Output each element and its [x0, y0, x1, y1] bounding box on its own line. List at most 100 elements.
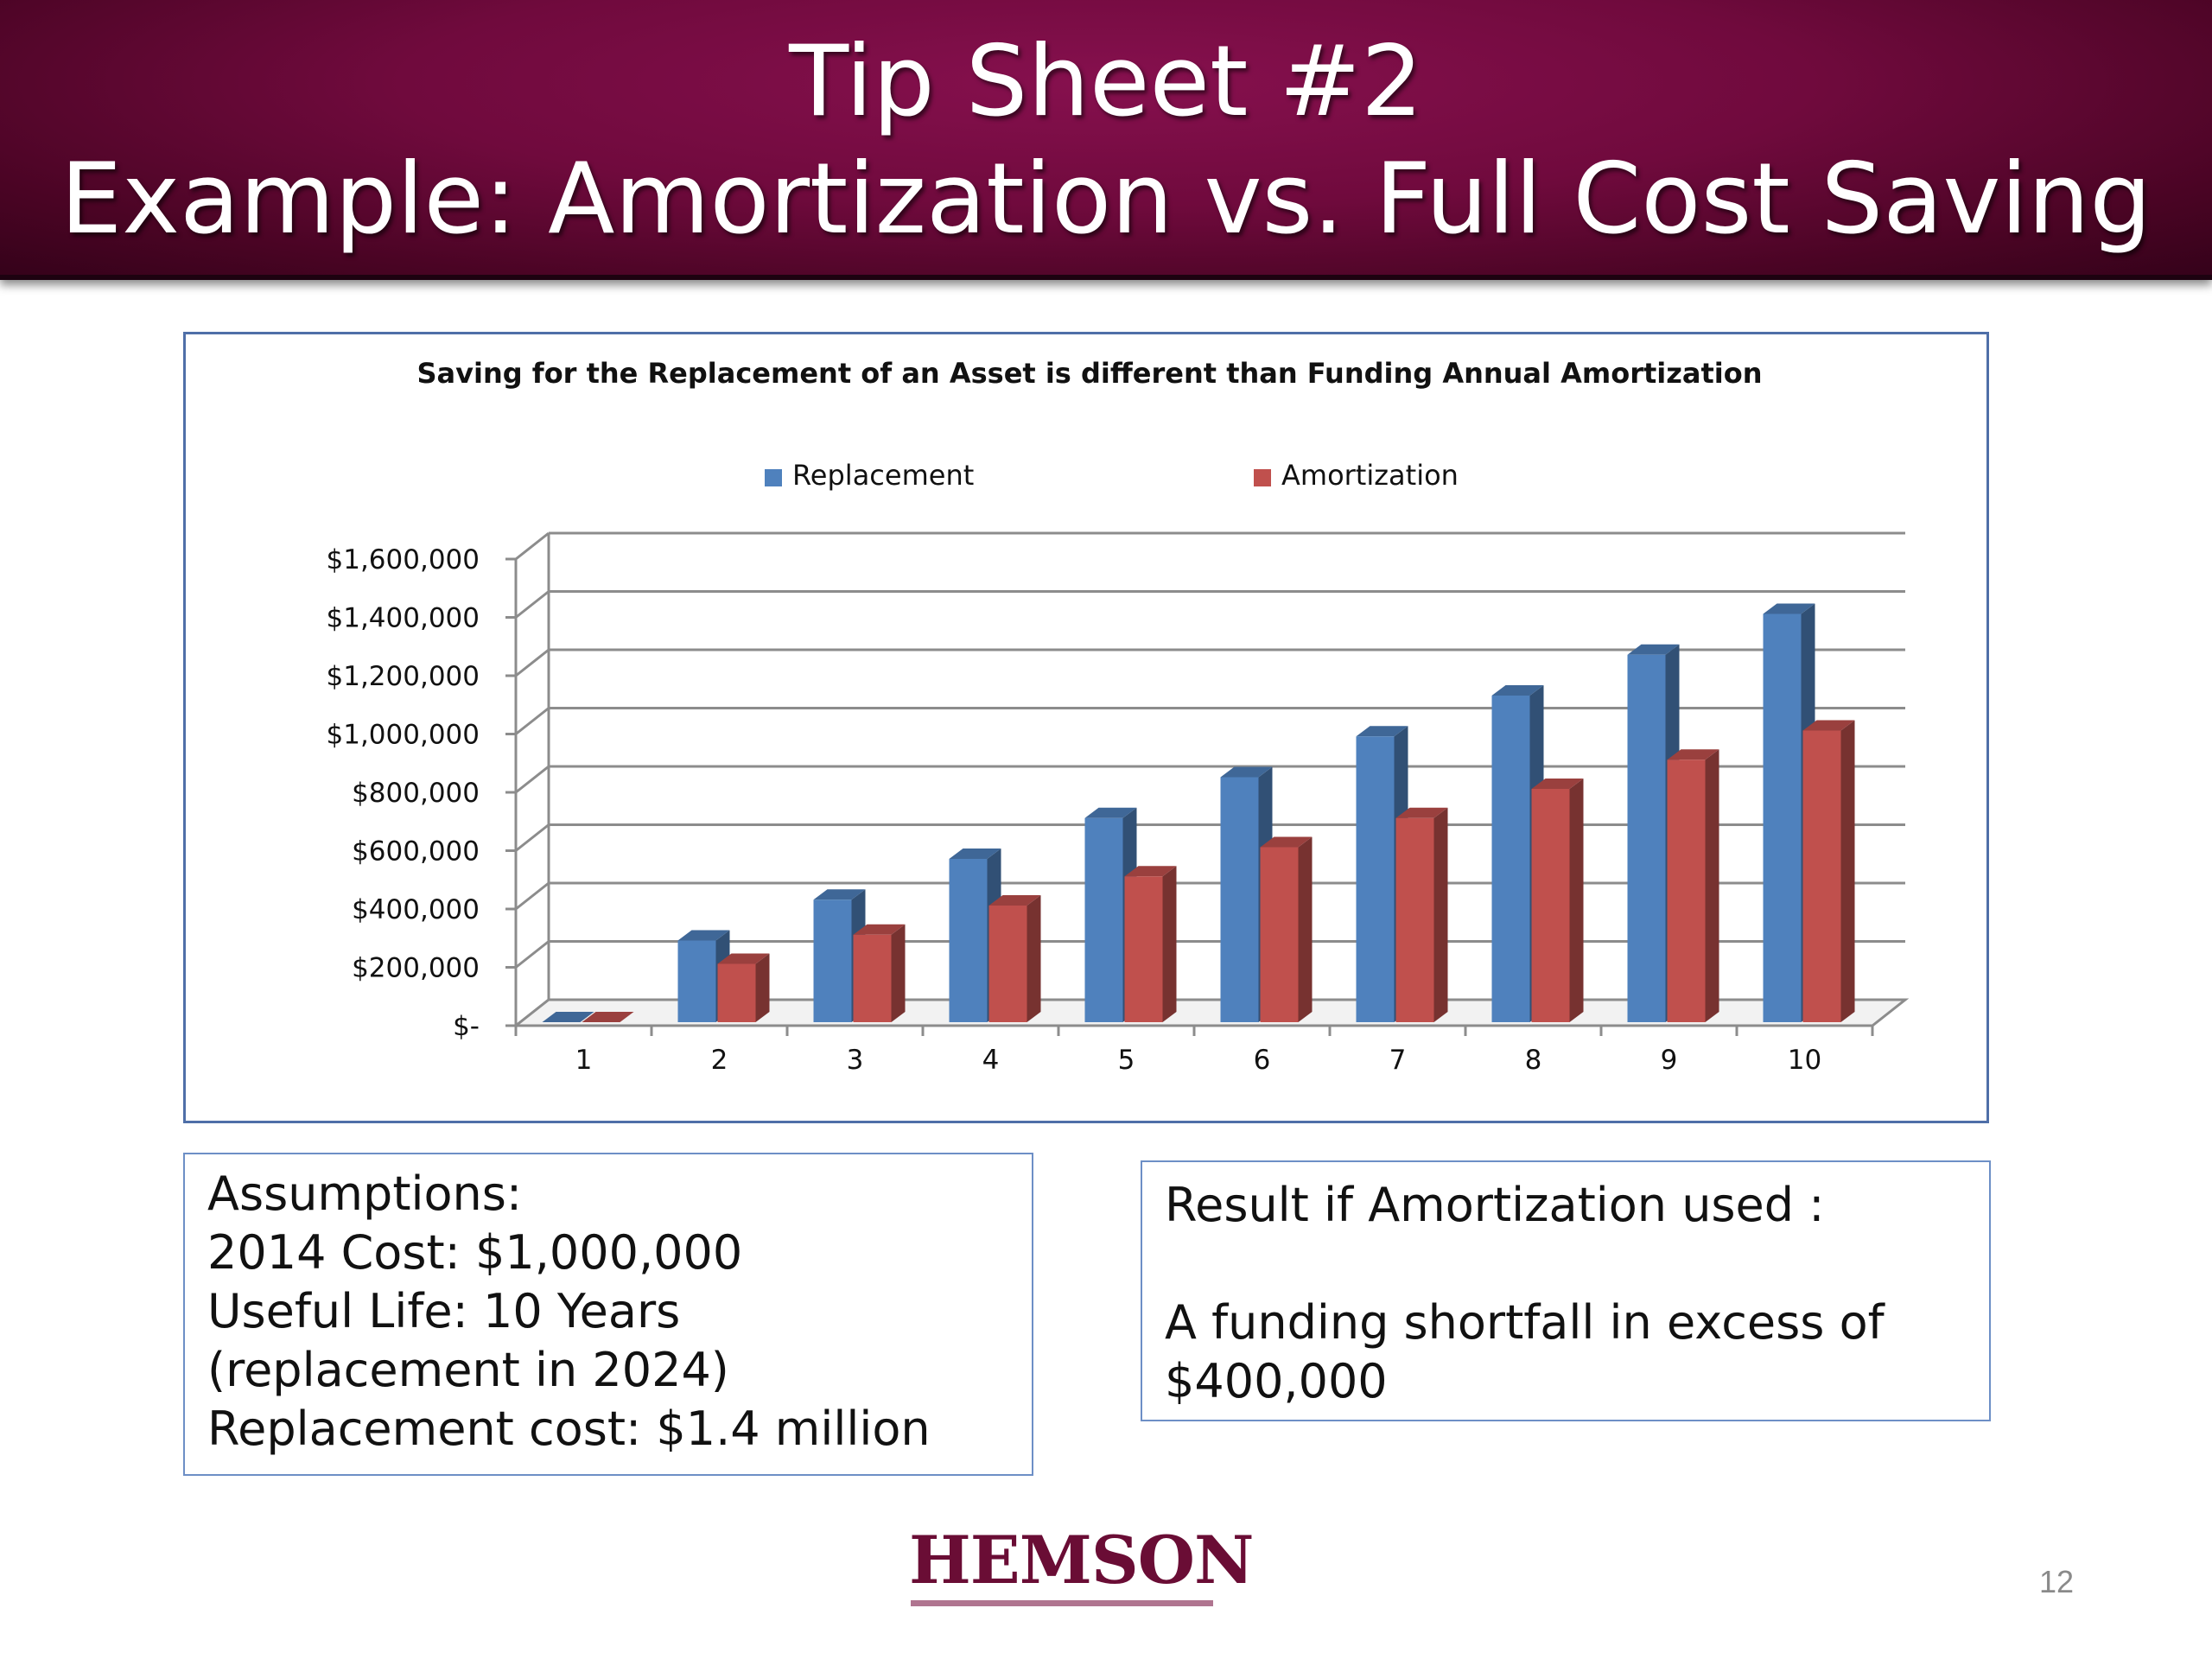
y-tick-label: $- — [453, 1011, 480, 1042]
bar-side — [1298, 836, 1313, 1022]
bar-amortization-6 — [1260, 836, 1313, 1022]
bar-amortization-10 — [1802, 720, 1855, 1022]
gridline-connector — [515, 648, 550, 677]
bar-side — [891, 924, 906, 1022]
bar-front — [1667, 760, 1706, 1022]
bar-top — [1802, 720, 1855, 731]
hemson-logo: HEMSON — [909, 1522, 1254, 1599]
bar-amortization-5 — [1124, 866, 1177, 1022]
bar-replacement-1 — [542, 1012, 594, 1022]
gridline-connector — [515, 881, 550, 911]
logo-underline — [911, 1600, 1213, 1606]
y-tick-label: $1,000,000 — [327, 720, 480, 751]
x-tick-label: 9 — [1661, 1045, 1678, 1076]
bar-amortization-7 — [1395, 807, 1448, 1022]
bar-front — [1356, 736, 1395, 1022]
x-tick-label: 1 — [575, 1045, 593, 1076]
bar-top — [1627, 644, 1680, 655]
gridline-connector — [515, 707, 550, 735]
bar-top — [1124, 866, 1177, 877]
slide-title-line-2: Example: Amortization vs. Full Cost Savi… — [60, 142, 2152, 256]
bar-amortization-4 — [988, 895, 1041, 1022]
y-tick-label: $200,000 — [352, 953, 480, 984]
bar-top — [813, 889, 866, 900]
chart-panel: Saving for the Replacement of an Asset i… — [183, 332, 1989, 1123]
bar-front — [1395, 817, 1434, 1022]
bar-top — [1763, 603, 1815, 614]
assumption-replacement-year: (replacement in 2024) — [207, 1343, 729, 1397]
bar-top — [1531, 779, 1584, 789]
bar-front — [1763, 613, 1802, 1022]
bar-top — [1260, 836, 1313, 848]
bar-front — [717, 963, 756, 1022]
bar-amortization-9 — [1667, 749, 1719, 1022]
bar-front — [1627, 654, 1666, 1022]
y-tick-label: $600,000 — [352, 836, 480, 868]
assumptions-heading: Assumptions: — [207, 1166, 523, 1221]
x-tick-label: 10 — [1788, 1045, 1821, 1076]
bar-side — [1162, 866, 1177, 1022]
bar-top — [1667, 749, 1719, 760]
result-body-line-1: A funding shortfall in excess of — [1165, 1295, 1885, 1350]
bar-top — [1491, 685, 1544, 696]
chart-title: Saving for the Replacement of an Asset i… — [416, 357, 1762, 390]
bar-side — [1705, 749, 1719, 1022]
x-tick-label: 8 — [1525, 1045, 1542, 1076]
gridline-connector — [515, 823, 550, 852]
bar-front — [988, 906, 1027, 1022]
assumption-cost: 2014 Cost: $1,000,000 — [207, 1225, 743, 1280]
bar-top — [582, 1012, 634, 1022]
bar-top — [1356, 726, 1408, 737]
bar-front — [1491, 696, 1530, 1022]
x-tick-label: 7 — [1389, 1045, 1407, 1076]
bar-front — [1084, 817, 1123, 1022]
y-tick-label: $1,600,000 — [327, 544, 480, 575]
result-heading: Result if Amortization used : — [1165, 1178, 1825, 1232]
bar-side — [1027, 895, 1041, 1022]
x-tick-label: 5 — [1118, 1045, 1135, 1076]
bar-front — [1802, 730, 1841, 1022]
slide-title-line-1: Tip Sheet #2 — [789, 24, 1423, 138]
bar-amortization-3 — [853, 924, 906, 1022]
bar-top — [542, 1012, 594, 1022]
x-tick-label: 6 — [1254, 1045, 1271, 1076]
result-spacer — [1165, 1235, 1989, 1294]
legend-label-replacement: Replacement — [792, 459, 974, 492]
assumption-useful-life: Useful Life: 10 Years — [207, 1284, 681, 1338]
bar-front — [1531, 789, 1570, 1022]
x-tick-label: 2 — [711, 1045, 728, 1076]
gridline-connector — [515, 940, 550, 969]
bar-front — [1220, 777, 1259, 1022]
bar-top — [949, 849, 1001, 859]
result-body-line-2: $400,000 — [1165, 1354, 1388, 1408]
bar-side — [755, 953, 770, 1022]
bar-front — [949, 859, 988, 1022]
bar-top — [717, 953, 770, 964]
legend-swatch-amortization — [1254, 469, 1271, 486]
y-tick-label: $1,400,000 — [327, 603, 480, 634]
bar-top — [1220, 766, 1273, 778]
bar-front — [677, 940, 716, 1022]
bar-chart: Saving for the Replacement of an Asset i… — [327, 357, 1910, 1076]
assumptions-box: Assumptions: 2014 Cost: $1,000,000 Usefu… — [183, 1153, 1033, 1476]
bar-top — [988, 895, 1041, 906]
x-tick-label: 4 — [982, 1045, 1000, 1076]
bar-front — [1260, 847, 1299, 1022]
y-tick-label: $800,000 — [352, 778, 480, 809]
bar-top — [677, 930, 730, 941]
result-box: Result if Amortization used : A funding … — [1141, 1160, 1991, 1421]
legend-label-amortization: Amortization — [1281, 459, 1459, 492]
bar-top — [1395, 807, 1448, 818]
bar-top — [853, 924, 906, 935]
bar-front — [853, 934, 892, 1022]
page-number: 12 — [2039, 1564, 2075, 1599]
bar-side — [1840, 720, 1855, 1022]
gridline-connector — [515, 531, 550, 561]
legend-swatch-replacement — [765, 469, 782, 486]
bar-amortization-2 — [717, 953, 770, 1022]
bar-side — [1569, 779, 1584, 1022]
bar-top — [1084, 807, 1137, 818]
bar-front — [813, 899, 852, 1022]
gridline-connector — [515, 590, 550, 619]
gridline-connector — [515, 765, 550, 794]
